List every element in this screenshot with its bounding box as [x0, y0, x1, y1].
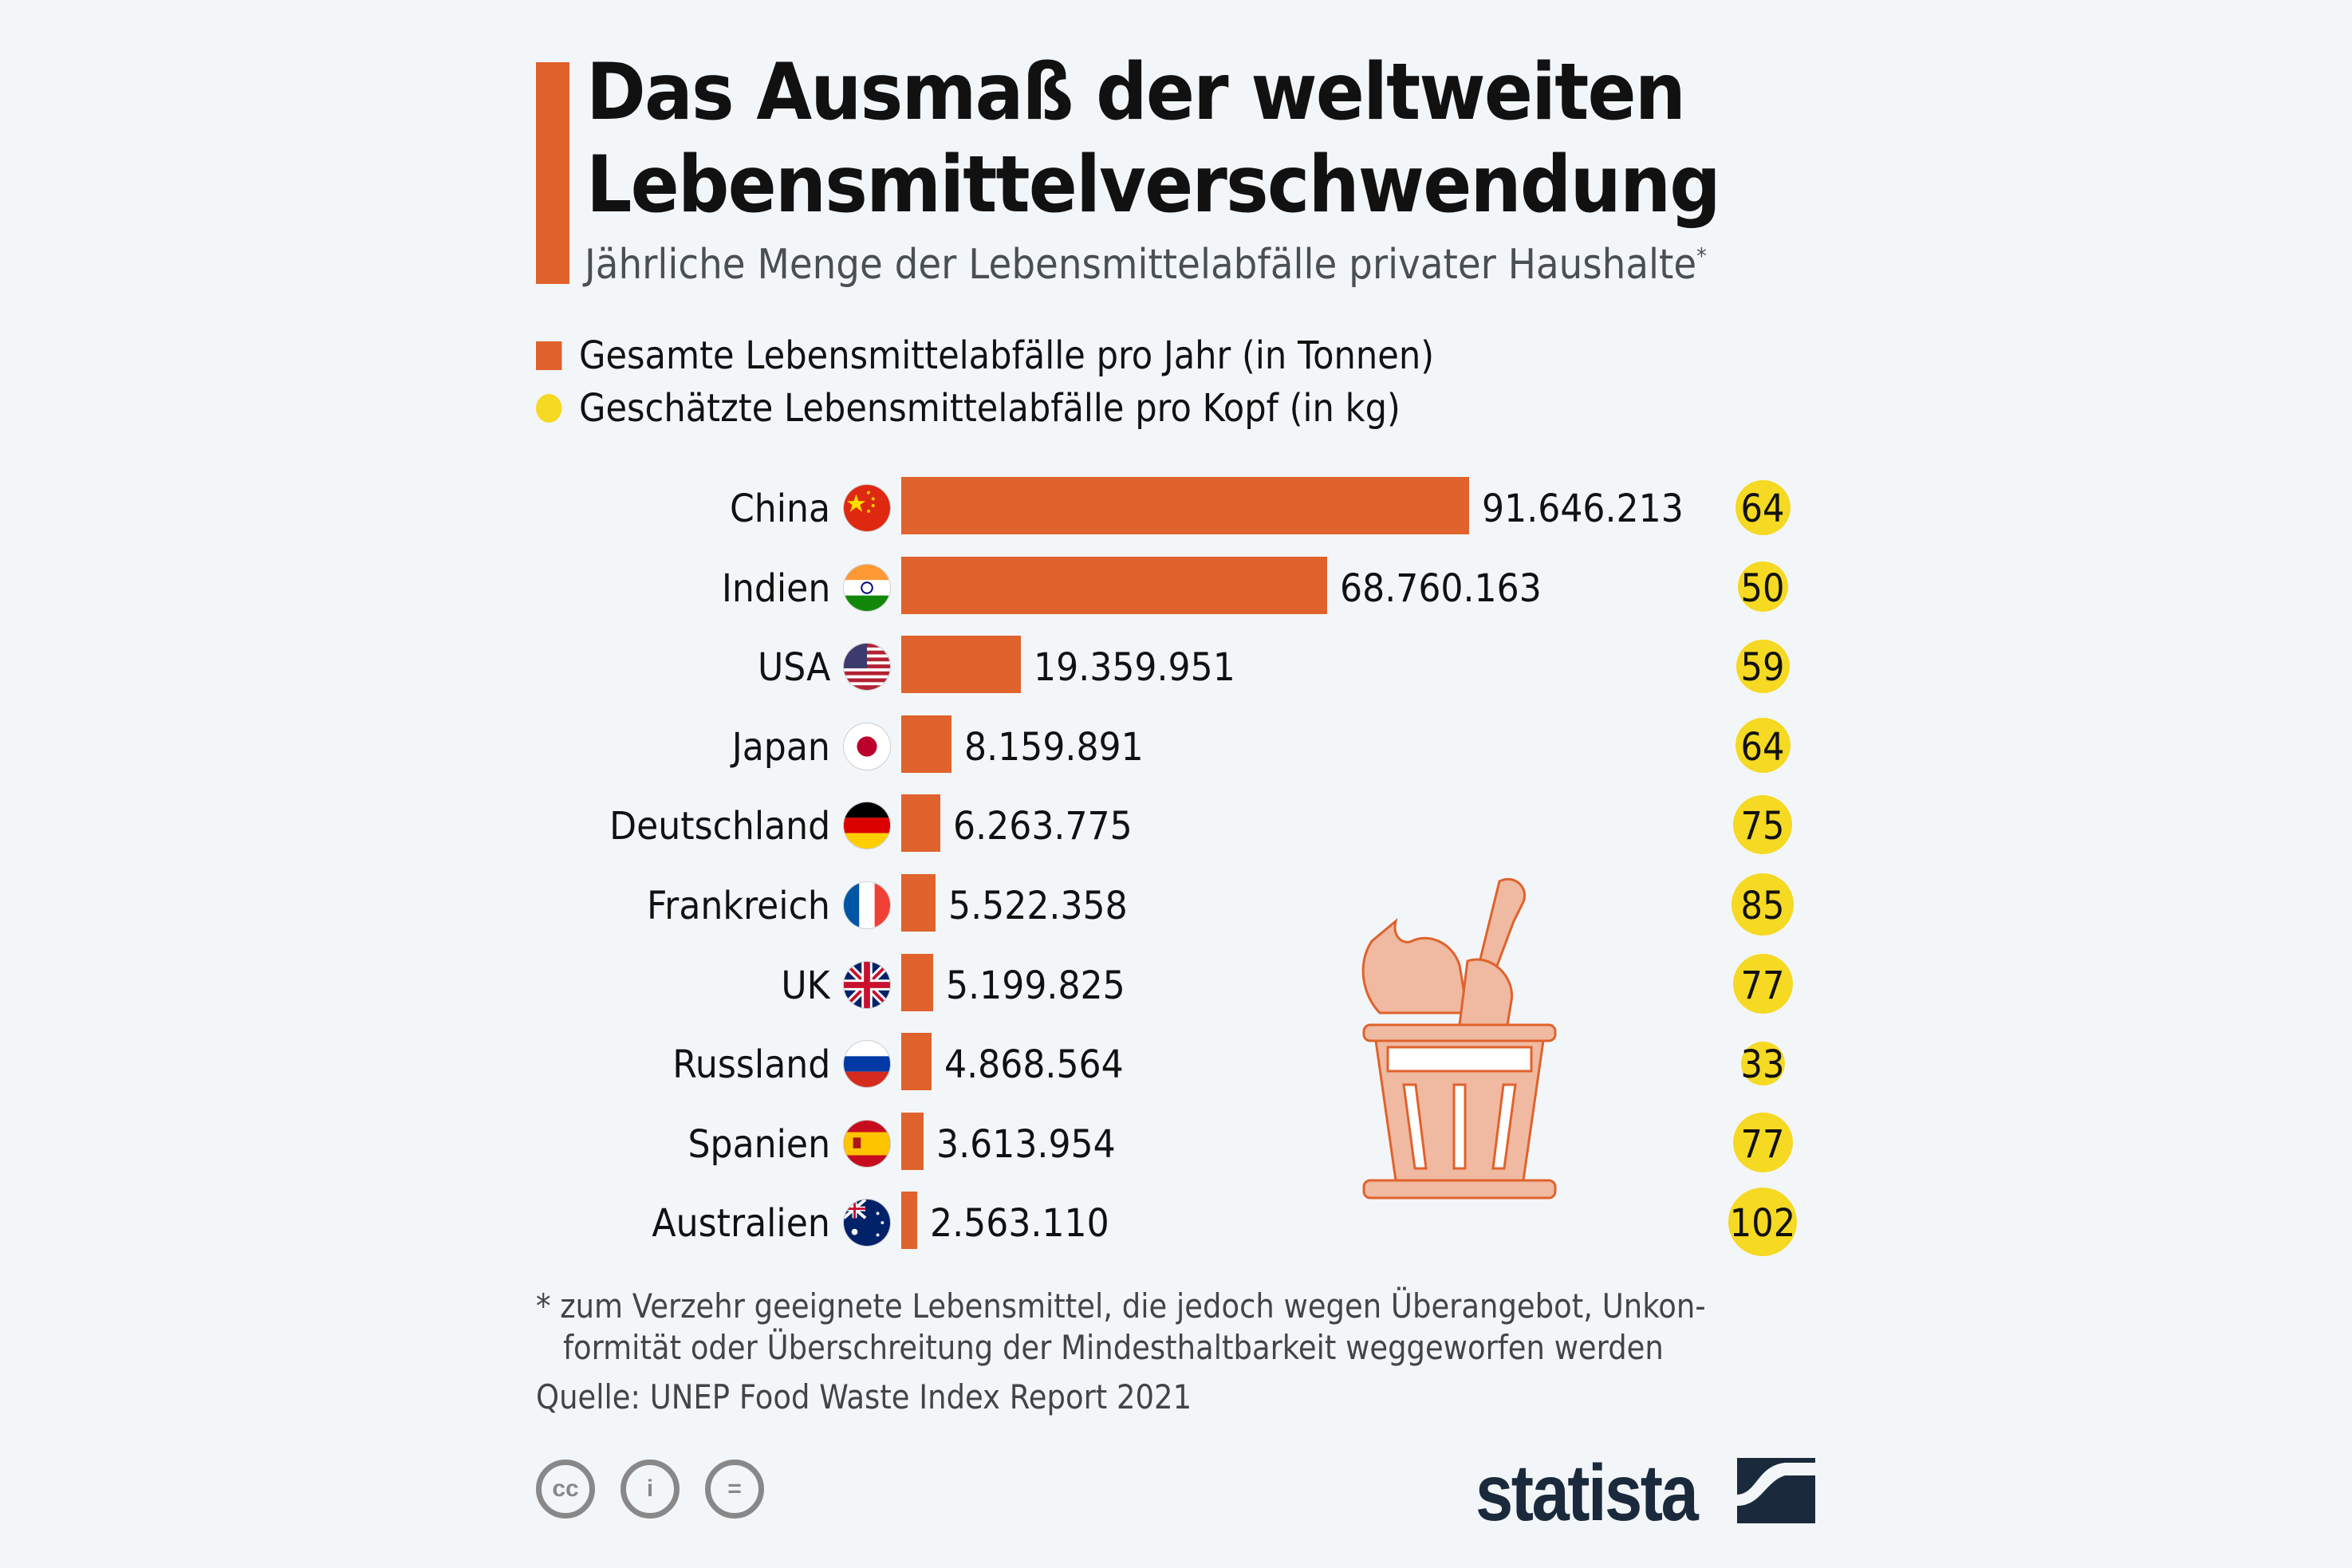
total-waste-bar: [901, 794, 940, 853]
total-waste-bar: [901, 1112, 924, 1170]
per-capita-bubble: [1735, 718, 1791, 774]
trash-bin-food-icon: [1361, 877, 1557, 1200]
source-text: Quelle: UNEP Food Waste Index Report 202…: [536, 1377, 1192, 1416]
total-waste-bar: [901, 636, 1021, 694]
per-capita-bubble: [1732, 1113, 1793, 1173]
country-label: UK: [781, 963, 830, 1008]
title-accent-bar: [536, 62, 569, 284]
per-capita-value: 64: [1740, 487, 1785, 531]
statista-logo[interactable]: statista: [1475, 1448, 1699, 1538]
flag-frankreich-icon: [844, 882, 890, 928]
flag-russland-icon: [844, 1041, 890, 1088]
total-waste-bar: [901, 477, 1469, 534]
per-capita-value: 50: [1740, 565, 1785, 611]
chart-row: Russland 4.868.564 33: [0, 1033, 2352, 1097]
legend-item-total: Gesamte Lebensmittelabfälle pro Jahr (in…: [536, 333, 1434, 378]
country-label: Frankreich: [647, 884, 830, 928]
per-capita-bubble: [1731, 873, 1794, 936]
chart-row: UK 5.199.825 77: [0, 953, 2352, 1018]
per-capita-value: 59: [1740, 645, 1785, 691]
footnote-line-2: formität oder Überschreitung der Mindest…: [563, 1328, 1664, 1367]
per-capita-bubble: [1732, 954, 1793, 1014]
yellow-dot-icon: [536, 394, 562, 423]
country-label: Japan: [731, 724, 830, 770]
flag-deutschland-icon: [844, 802, 890, 849]
per-capita-bubble: [1740, 1041, 1785, 1085]
chart-title: Das Ausmaß der weltweiten Lebensmittelve…: [586, 46, 1721, 231]
country-label: Australien: [652, 1201, 830, 1247]
per-capita-value: 64: [1740, 724, 1785, 770]
total-waste-bar: [901, 874, 936, 932]
total-waste-bar: [901, 556, 1327, 614]
chart-subtitle: Jährliche Menge der Lebensmittelabfälle …: [585, 241, 1707, 289]
legend-item-per-capita: Geschätzte Lebensmittelabfälle pro Kopf …: [536, 386, 1401, 431]
total-waste-value: 19.359.951: [1034, 645, 1235, 691]
country-label: China: [729, 487, 830, 531]
flag-australien-icon: [844, 1200, 890, 1247]
orange-square-icon: [536, 341, 562, 370]
flag-spanien-icon: [844, 1120, 890, 1167]
chart-row: Indien 68.760.163 50: [0, 556, 2352, 621]
per-capita-bubble: [1735, 479, 1791, 535]
flag-usa-icon: [844, 644, 890, 691]
flag-uk-icon: [844, 961, 890, 1008]
total-waste-value: 6.263.775: [953, 804, 1133, 849]
title-line-2: Lebensmittelverschwendung: [586, 140, 1721, 230]
total-waste-value: 5.522.358: [948, 884, 1128, 928]
statista-logo-mark-icon: [1737, 1458, 1815, 1523]
chart-row: Australien 2.563.110 102: [0, 1188, 2352, 1257]
per-capita-value: 85: [1740, 884, 1785, 928]
legend-label: Geschätzte Lebensmittelabfälle pro Kopf …: [579, 386, 1401, 431]
total-waste-value: 68.760.163: [1340, 565, 1542, 611]
total-waste-value: 5.199.825: [946, 963, 1125, 1008]
footnote-line-1: * zum Verzehr geeignete Lebensmittel, di…: [536, 1286, 1706, 1326]
country-label: Spanien: [687, 1121, 830, 1167]
chart-row: Spanien 3.613.954 77: [0, 1112, 2352, 1176]
chart-row: Deutschland 6.263.775 75: [0, 794, 2352, 858]
subtitle-text: Jährliche Menge der Lebensmittelabfälle …: [585, 241, 1697, 289]
flag-china-icon: [844, 485, 890, 531]
country-label: Deutschland: [609, 804, 830, 849]
per-capita-bubble: [1735, 639, 1790, 693]
per-capita-value: 102: [1729, 1201, 1796, 1247]
flag-indien-icon: [844, 564, 890, 611]
total-waste-bar: [901, 1033, 932, 1091]
country-label: Indien: [721, 565, 830, 611]
chart-row: Frankreich 5.522.358 85: [0, 873, 2352, 938]
per-capita-value: 75: [1740, 804, 1785, 849]
per-capita-bubble: [1728, 1188, 1797, 1257]
total-waste-bar: [901, 715, 951, 773]
total-waste-bar: [901, 953, 933, 1011]
total-waste-value: 8.159.891: [964, 724, 1144, 770]
country-label: Russland: [672, 1042, 830, 1088]
no-derivatives-icon[interactable]: =: [705, 1460, 764, 1519]
total-waste-value: 3.613.954: [936, 1121, 1116, 1167]
total-waste-value: 91.646.213: [1482, 487, 1684, 531]
flag-japan-icon: [844, 723, 890, 770]
attribution-icon[interactable]: i: [621, 1460, 680, 1519]
per-capita-bubble: [1737, 561, 1788, 613]
chart-row: USA 19.359.951 59: [0, 636, 2352, 699]
footnote-mark: *: [1696, 242, 1707, 270]
title-line-1: Das Ausmaß der weltweiten: [586, 47, 1686, 138]
total-waste-value: 4.868.564: [944, 1042, 1124, 1088]
cc-icon[interactable]: cc: [536, 1460, 595, 1519]
country-label: USA: [757, 645, 830, 691]
total-waste-value: 2.563.110: [930, 1201, 1109, 1247]
total-waste-bar: [901, 1192, 917, 1250]
per-capita-value: 77: [1740, 1121, 1785, 1167]
per-capita-value: 33: [1740, 1042, 1785, 1088]
legend-label: Gesamte Lebensmittelabfälle pro Jahr (in…: [579, 333, 1435, 378]
per-capita-bubble: [1733, 795, 1792, 855]
chart-row: Japan 8.159.891 64: [0, 715, 2352, 779]
chart-row: China 91.646.213 64: [0, 477, 2352, 541]
per-capita-value: 77: [1740, 963, 1785, 1008]
